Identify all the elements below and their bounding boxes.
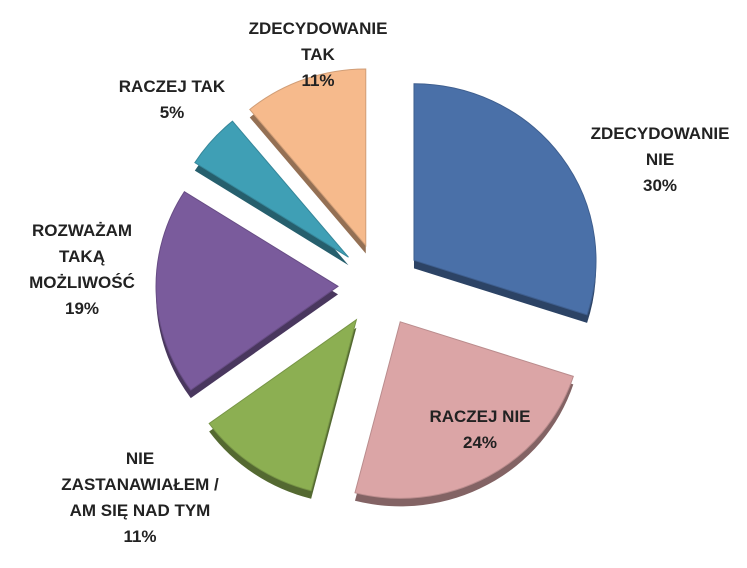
slice-label: ROZWAŻAM TAKĄ MOŻLIWOŚĆ 19% (7, 218, 157, 322)
category-label: ROZWAŻAM TAKĄ MOŻLIWOŚĆ (29, 221, 135, 292)
category-label: RACZEJ TAK (118, 77, 226, 96)
slice (249, 68, 367, 247)
slice-label: RACZEJ TAK 5% (102, 74, 242, 126)
value-label: 19% (64, 299, 100, 318)
slice-label: NIE ZASTANAWIAŁEM / AM SIĘ NAD TYM 11% (50, 446, 230, 550)
slice (208, 318, 358, 492)
category-label: ZDECYDOWANIE TAK (248, 19, 388, 64)
value-label: 5% (159, 103, 185, 122)
value-label: 30% (642, 176, 678, 195)
slice-label: RACZEJ NIE 24% (405, 404, 555, 456)
slice (413, 83, 597, 316)
value-label: 11% (301, 71, 335, 90)
value-label: 11% (123, 527, 157, 546)
slice-label: ZDECYDOWANIE NIE 30% (575, 121, 745, 199)
category-label: NIE ZASTANAWIAŁEM / AM SIĘ NAD TYM (61, 449, 219, 520)
value-label: 24% (462, 433, 498, 452)
slice (354, 321, 574, 499)
slice (194, 120, 349, 258)
slice-label: ZDECYDOWANIE TAK 11% (233, 16, 403, 94)
category-label: RACZEJ NIE (429, 407, 531, 426)
slice (155, 191, 339, 391)
category-label: ZDECYDOWANIE NIE (590, 124, 730, 169)
